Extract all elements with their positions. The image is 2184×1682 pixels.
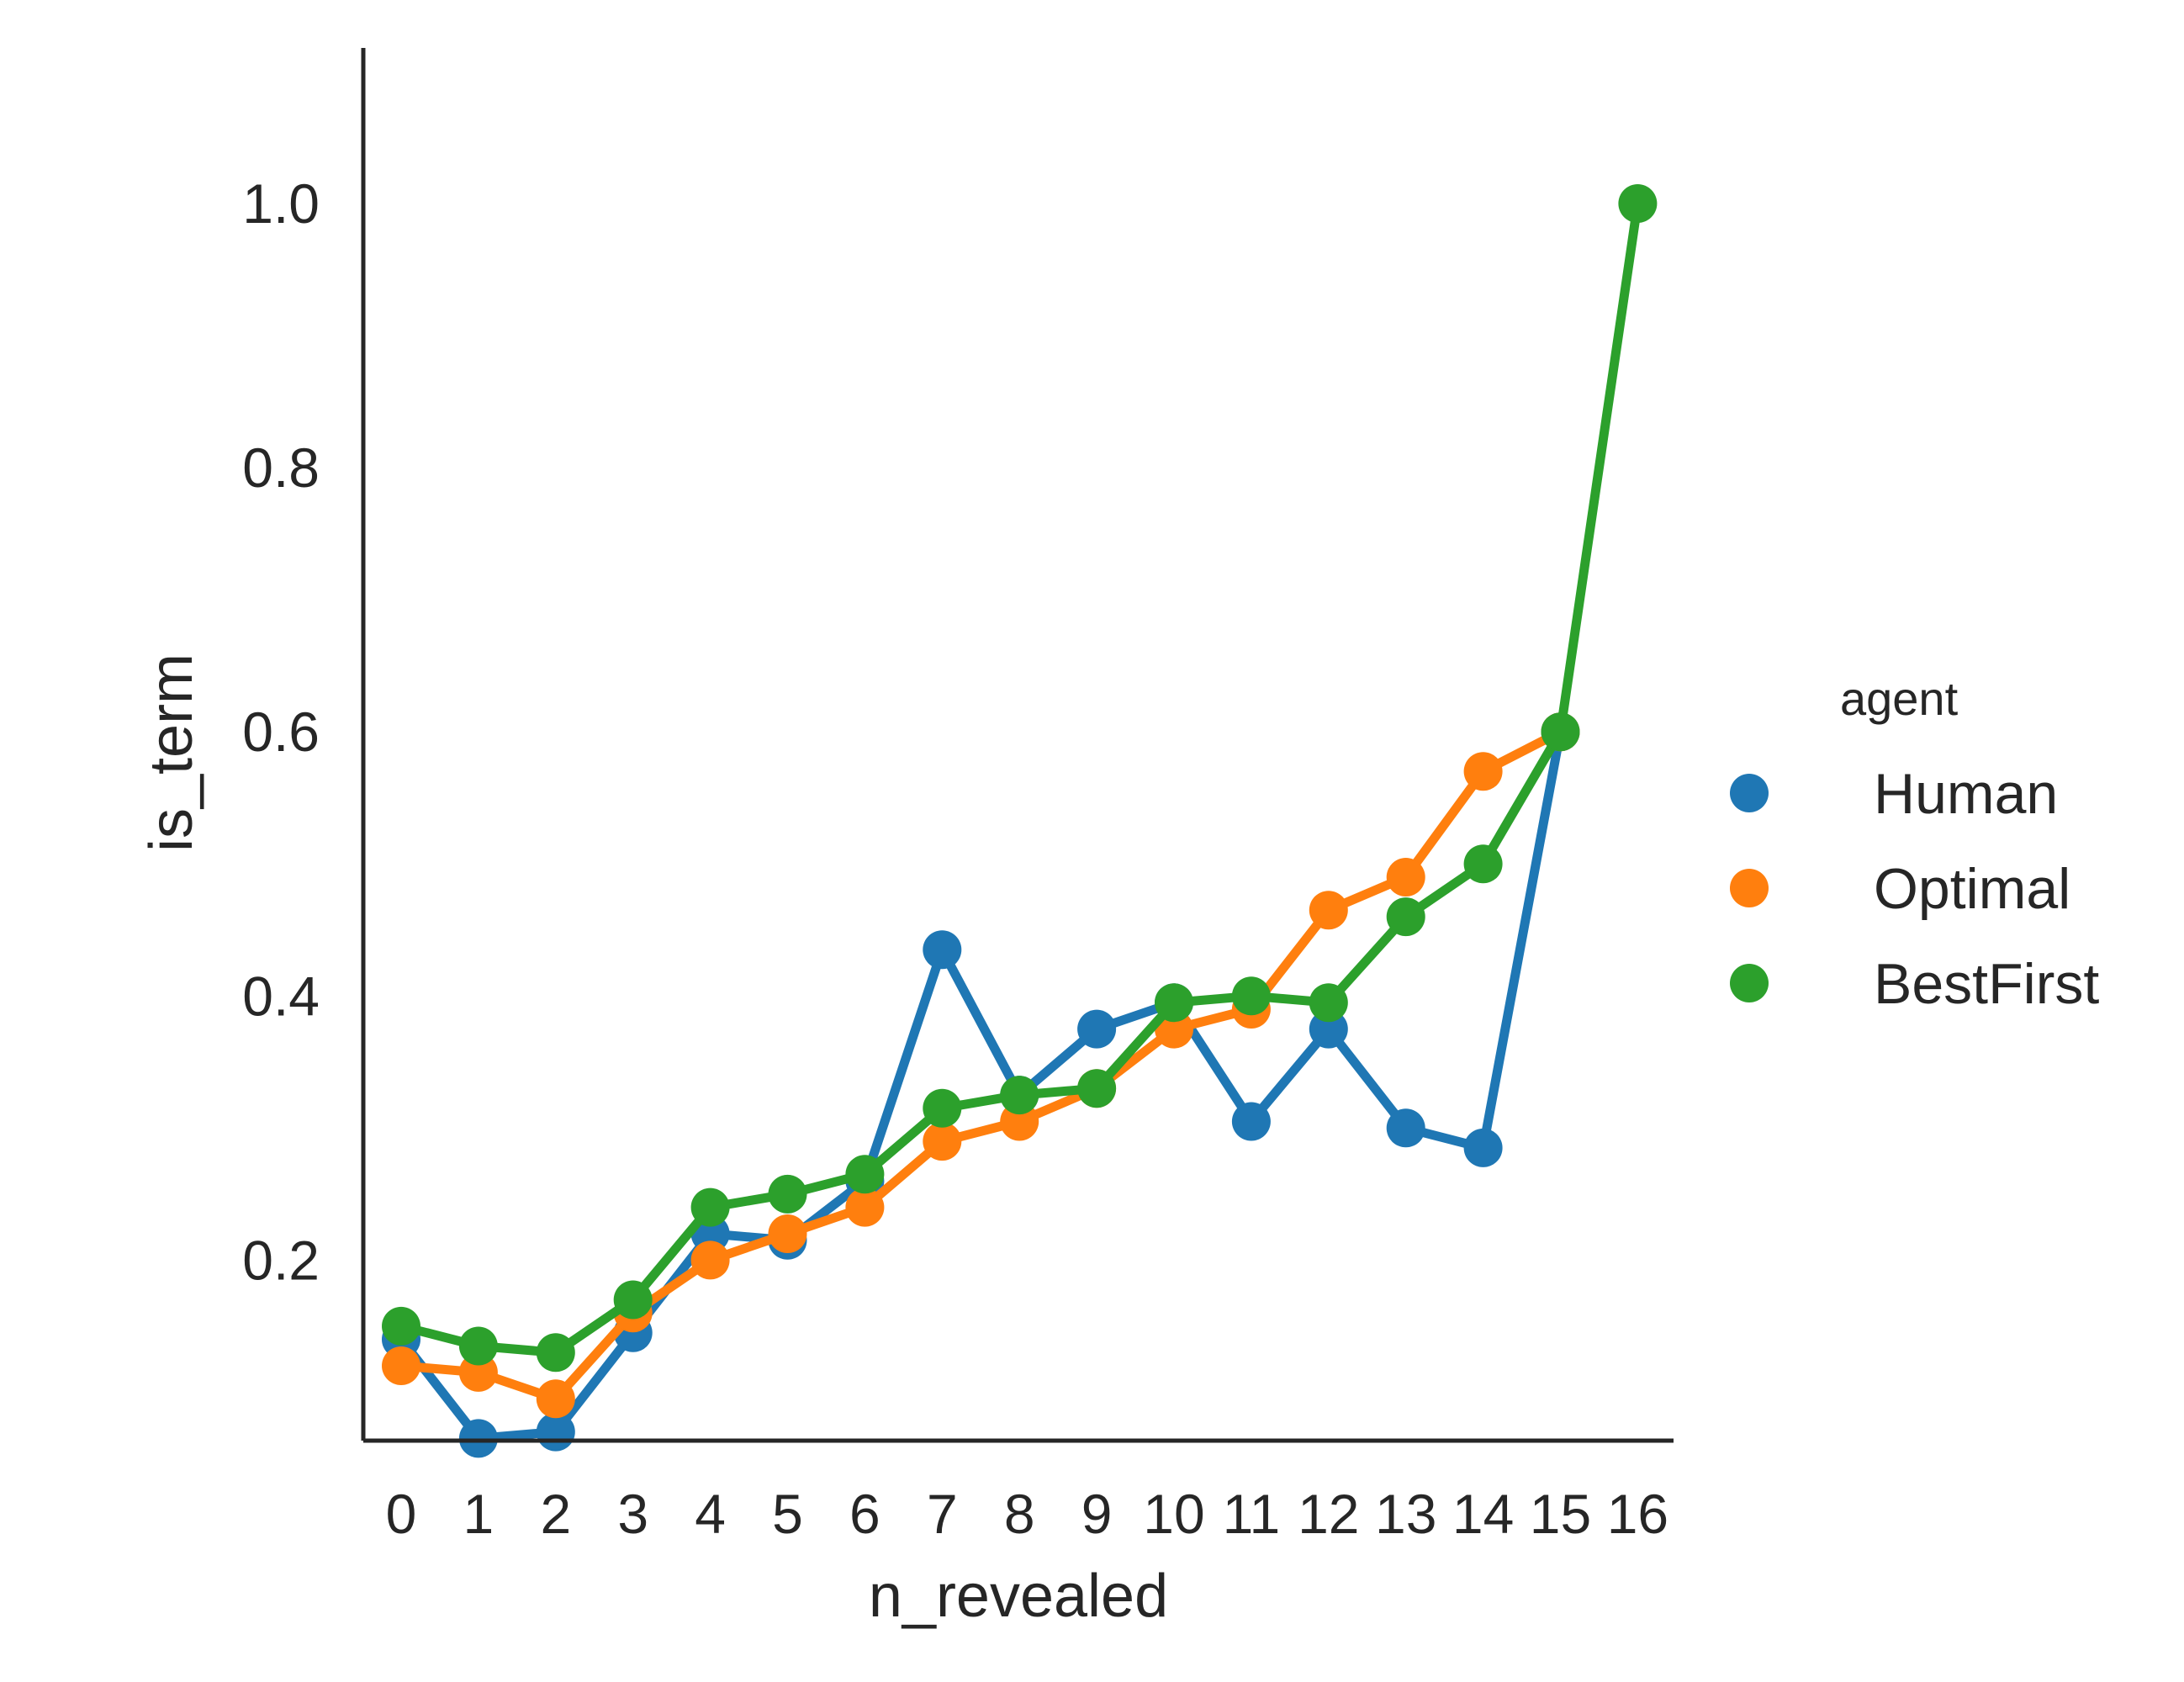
- legend-marker: [1730, 869, 1769, 907]
- x-tick-label: 16: [1607, 1483, 1668, 1545]
- x-tick-label: 0: [386, 1483, 417, 1545]
- data-point-bestfirst: [690, 1187, 730, 1227]
- data-point-bestfirst: [458, 1326, 498, 1366]
- data-point-optimal: [1309, 891, 1348, 930]
- data-point-human: [536, 1412, 575, 1452]
- x-tick-label: 4: [695, 1483, 726, 1545]
- data-point-human: [458, 1419, 498, 1458]
- x-tick-label: 3: [617, 1483, 648, 1545]
- data-point-human: [1463, 1128, 1503, 1167]
- legend-item-human: Human: [1730, 762, 2058, 826]
- y-axis-title: is_term: [138, 653, 205, 852]
- x-tick-label: 13: [1375, 1483, 1436, 1545]
- x-axis-title: n_revealed: [869, 1563, 1168, 1630]
- data-point-bestfirst: [1155, 983, 1193, 1023]
- data-point-bestfirst: [1386, 897, 1425, 937]
- data-point-optimal: [768, 1214, 807, 1253]
- data-point-bestfirst: [768, 1174, 807, 1214]
- x-tick-label: 6: [849, 1483, 880, 1545]
- data-point-optimal: [690, 1240, 730, 1280]
- data-point-bestfirst: [845, 1155, 885, 1194]
- data-point-optimal: [536, 1379, 575, 1419]
- data-point-bestfirst: [1618, 184, 1658, 223]
- data-point-human: [1386, 1108, 1425, 1148]
- legend-label: Human: [1874, 762, 2058, 826]
- y-tick-label: 0.4: [242, 965, 320, 1027]
- axes-layer: [361, 48, 1674, 1443]
- x-tick-label: 9: [1081, 1483, 1113, 1545]
- data-point-bestfirst: [1309, 983, 1348, 1023]
- data-point-optimal: [1386, 858, 1425, 897]
- legend: agent Human Optimal BestFirst: [1730, 672, 2099, 1016]
- x-tick-label: 8: [1004, 1483, 1035, 1545]
- legend-items: Human Optimal BestFirst: [1730, 762, 2099, 1016]
- series-line-human: [396, 727, 1565, 1443]
- x-tick-label: 10: [1143, 1483, 1204, 1545]
- data-point-human: [1231, 1102, 1271, 1141]
- data-point-optimal: [845, 1187, 885, 1227]
- x-tick-label: 12: [1298, 1483, 1359, 1545]
- series-line-bestfirst: [396, 198, 1642, 1357]
- data-point-human: [1077, 1009, 1117, 1049]
- legend-marker: [1730, 964, 1769, 1002]
- data-point-human: [923, 930, 962, 970]
- y-tick-label: 0.8: [242, 436, 320, 499]
- series-layer: [382, 184, 1658, 1458]
- y-tick-label: 1.0: [242, 172, 320, 235]
- x-tick-label: 5: [772, 1483, 803, 1545]
- series-bestfirst: [382, 184, 1658, 1373]
- data-point-bestfirst: [1077, 1069, 1117, 1108]
- data-point-optimal: [923, 1122, 962, 1161]
- legend-item-bestfirst: BestFirst: [1730, 952, 2099, 1016]
- x-tick-label: 11: [1223, 1483, 1281, 1545]
- data-point-bestfirst: [1541, 712, 1580, 752]
- x-tick-label: 14: [1452, 1483, 1514, 1545]
- legend-title: agent: [1840, 672, 1959, 725]
- ticks-layer: 0 1 2 3 4 5 6 7 8 9 10 11 12 13 14 15 160.20.40.60.81.0: [242, 172, 1668, 1545]
- data-point-bestfirst: [923, 1088, 962, 1128]
- x-tick-label: 15: [1530, 1483, 1591, 1545]
- y-tick-label: 0.2: [242, 1229, 320, 1291]
- x-tick-label: 7: [927, 1483, 958, 1545]
- legend-item-optimal: Optimal: [1730, 857, 2070, 921]
- x-tick-label: 2: [540, 1483, 571, 1545]
- y-tick-label: 0.6: [242, 701, 320, 763]
- data-point-bestfirst: [1463, 844, 1503, 884]
- data-point-bestfirst: [536, 1333, 575, 1373]
- data-point-bestfirst: [1231, 976, 1271, 1016]
- data-point-bestfirst: [382, 1306, 420, 1346]
- data-point-bestfirst: [613, 1280, 653, 1320]
- series-optimal: [382, 712, 1580, 1419]
- data-point-bestfirst: [1000, 1076, 1039, 1115]
- x-tick-label: 1: [463, 1483, 494, 1545]
- legend-marker: [1730, 774, 1769, 812]
- series-line-optimal: [396, 727, 1565, 1404]
- data-point-optimal: [1463, 752, 1503, 791]
- legend-label: BestFirst: [1874, 952, 2099, 1016]
- data-point-optimal: [382, 1346, 420, 1385]
- legend-label: Optimal: [1874, 857, 2070, 921]
